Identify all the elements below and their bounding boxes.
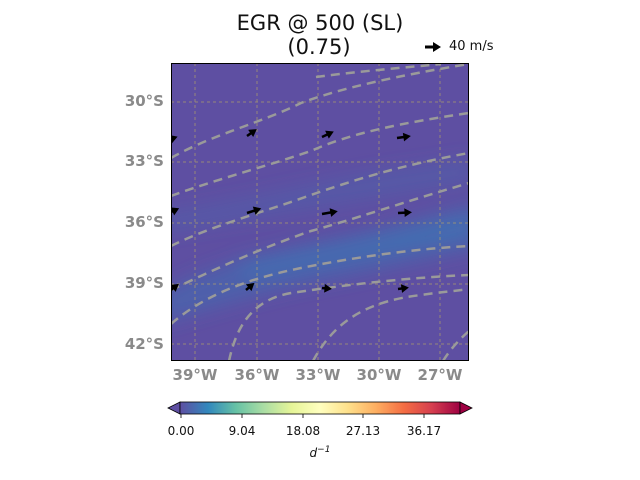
- colorbar-tick-label: 18.08: [285, 424, 321, 438]
- wind-arrow: [321, 208, 338, 217]
- vector-key-label: 40 m/s: [449, 39, 494, 54]
- wind-arrow: [245, 282, 255, 292]
- contours: [171, 63, 469, 361]
- wind-arrow: [246, 129, 257, 138]
- wind-vectors: [171, 129, 412, 293]
- lon-label: 33°W: [295, 366, 341, 384]
- colorbar: [167, 401, 473, 418]
- wind-arrow: [321, 130, 334, 139]
- colorbar-tick-label: 9.04: [228, 424, 256, 438]
- wind-arrow: [171, 207, 180, 216]
- lat-label: 33°S: [124, 152, 164, 170]
- lat-label: 39°S: [124, 274, 164, 292]
- graticule: [171, 63, 469, 361]
- unit-exponent: −1: [317, 445, 331, 455]
- colorbar-tick-label: 36.17: [406, 424, 442, 438]
- wind-arrow: [246, 206, 262, 215]
- lon-label: 36°W: [234, 366, 280, 384]
- wind-arrow: [396, 132, 411, 142]
- lat-label: 36°S: [124, 213, 164, 231]
- colorbar-tick-label: 0.00: [167, 424, 195, 438]
- chart-subtitle: (0.75): [287, 35, 351, 59]
- lon-label: 27°W: [417, 366, 463, 384]
- wind-arrow: [397, 208, 412, 218]
- map-frame: [171, 63, 469, 361]
- colorbar-min-extend: [167, 401, 181, 415]
- colorbar-ramp: [179, 401, 461, 415]
- lat-label: 30°S: [124, 92, 164, 110]
- lat-label: 42°S: [124, 335, 164, 353]
- unit-base: d: [309, 446, 318, 460]
- chart-title: EGR @ 500 (SL): [236, 11, 404, 35]
- colorbar-tick-label: 27.13: [345, 424, 381, 438]
- vector-key-arrow-icon: [425, 42, 441, 52]
- wind-arrow: [397, 284, 409, 293]
- vector-key: 40 m/s: [423, 38, 543, 56]
- lon-label: 39°W: [172, 366, 218, 384]
- colorbar-unit-label: d−1: [290, 445, 350, 460]
- colorbar-max-extend: [459, 401, 473, 415]
- lon-label: 30°W: [356, 366, 402, 384]
- field-band: [171, 158, 469, 321]
- map-panel: [171, 63, 469, 361]
- wind-arrow: [321, 283, 332, 293]
